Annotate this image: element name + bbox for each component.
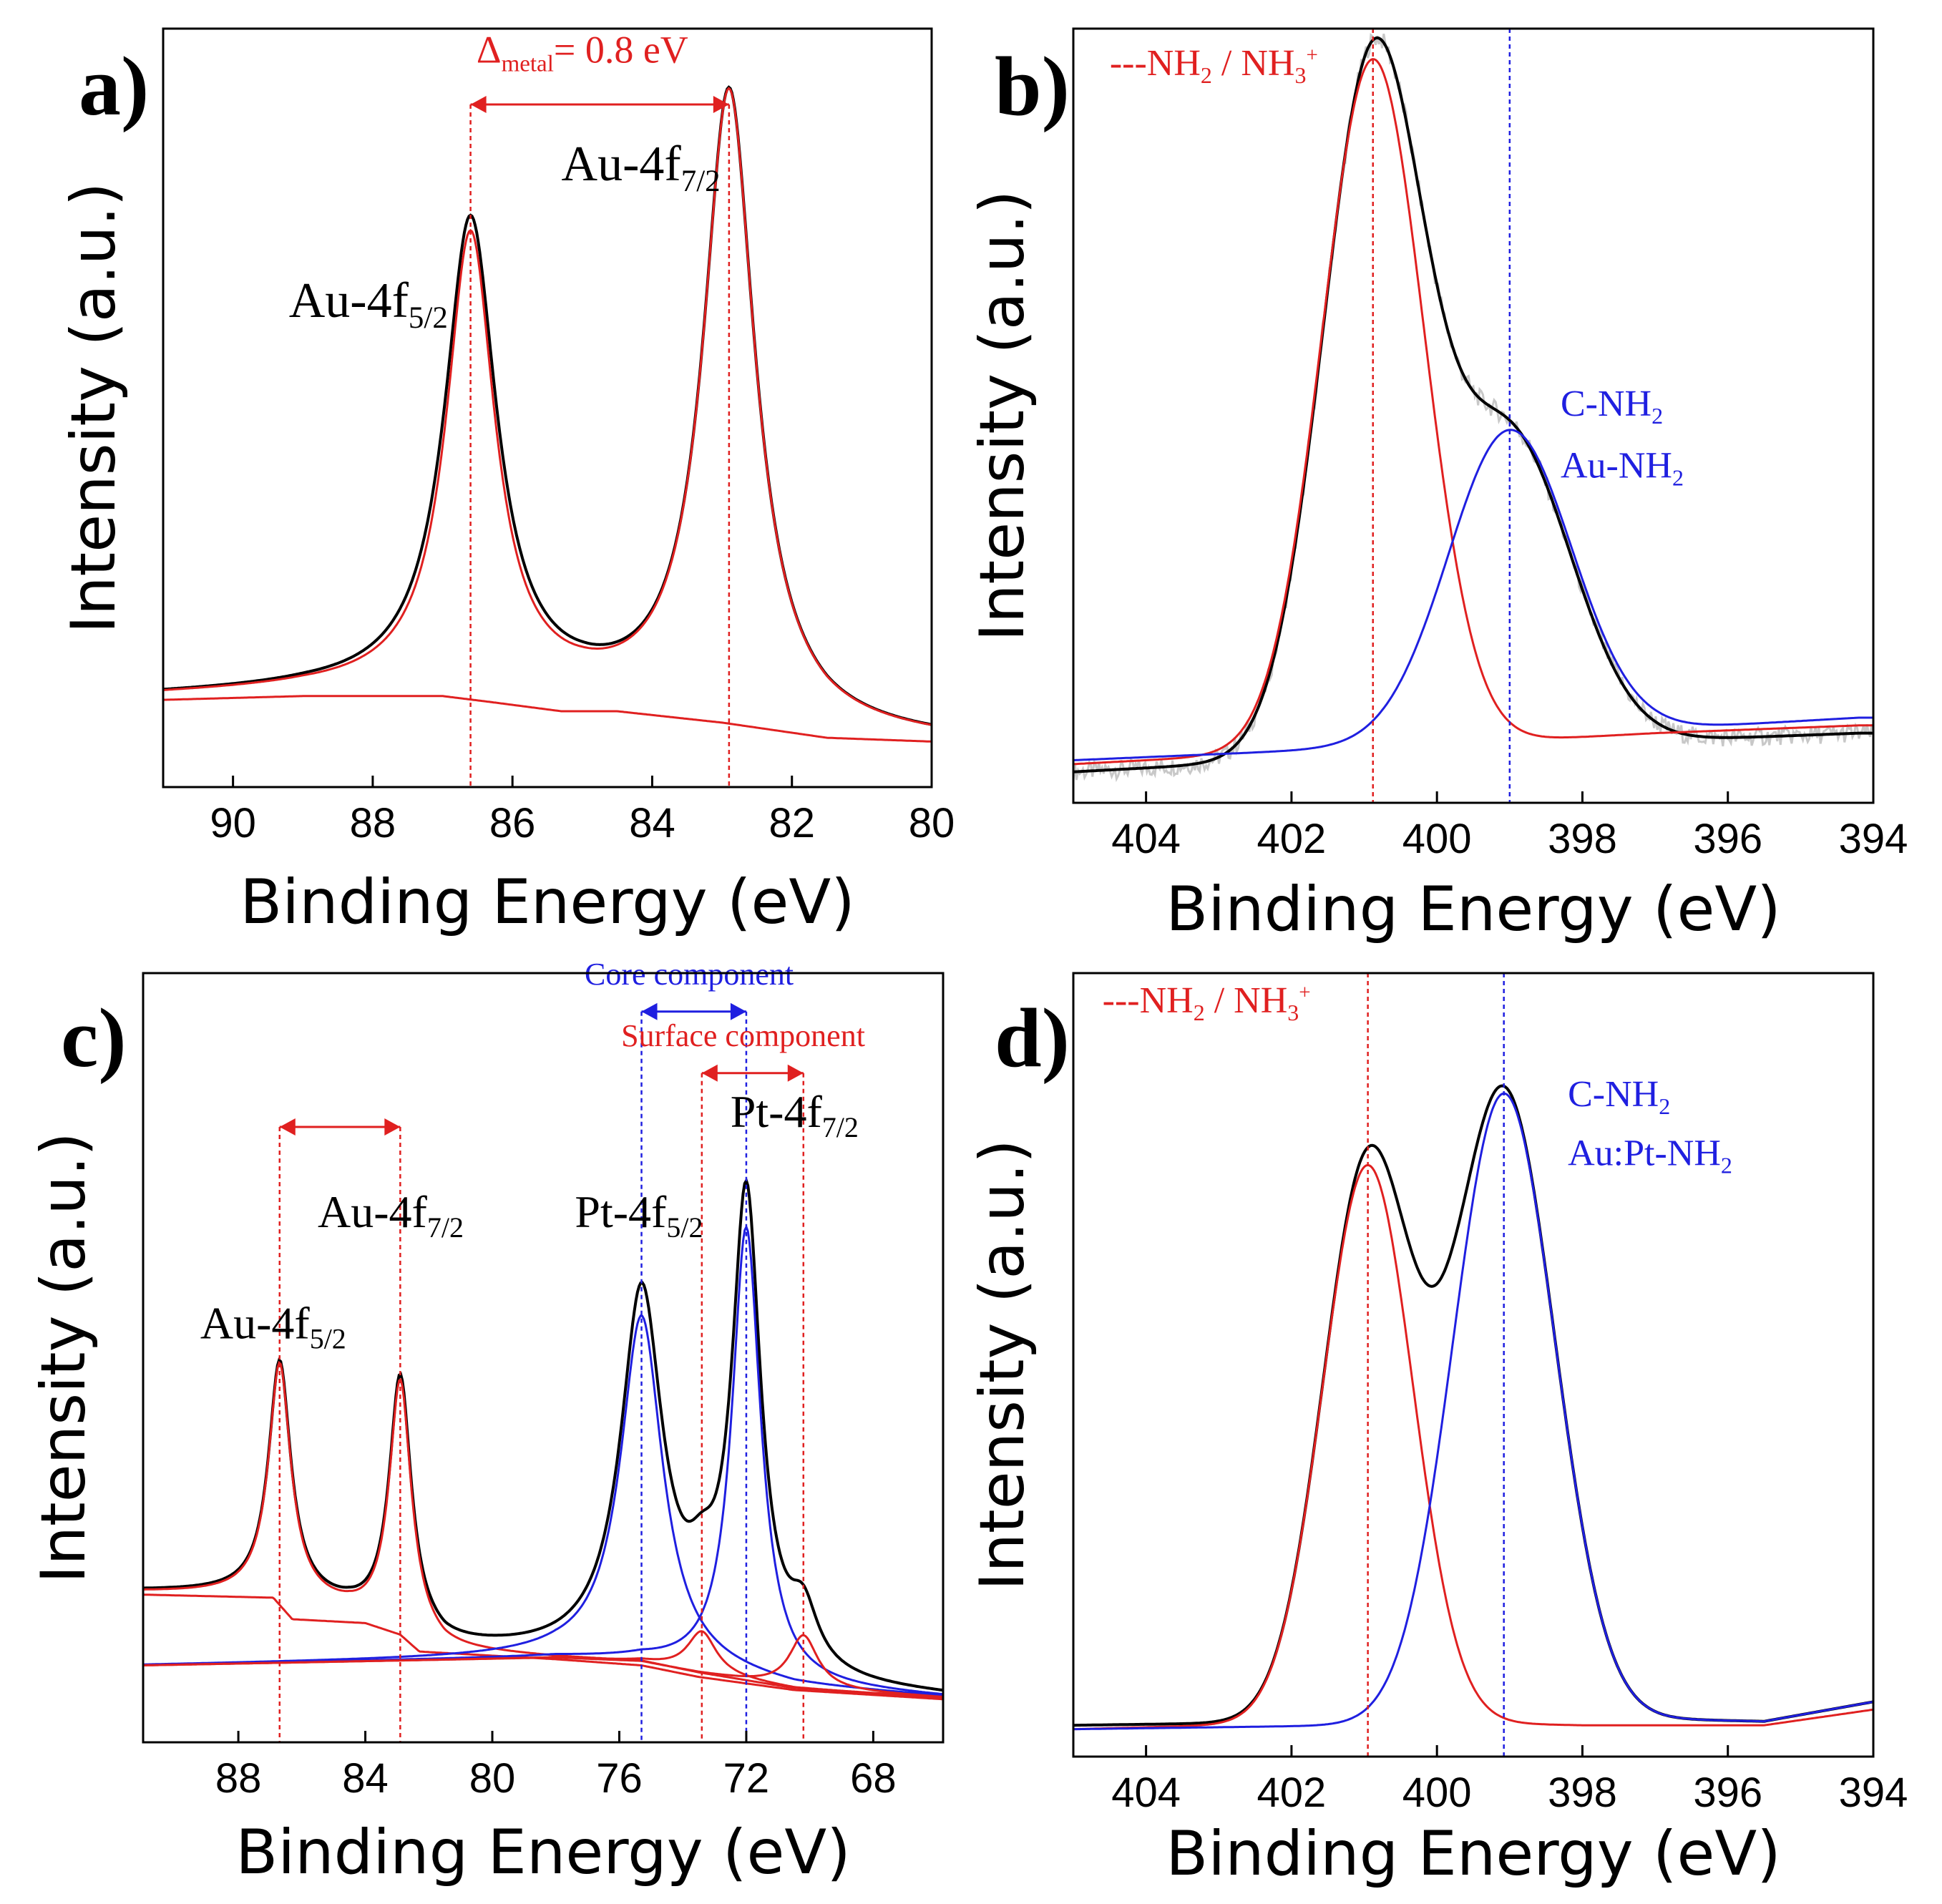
x-tick-label: 84 xyxy=(342,1755,389,1802)
panel-label: a) xyxy=(79,39,149,133)
x-tick-label: 404 xyxy=(1111,1769,1181,1816)
axes-frame xyxy=(1072,27,1875,804)
axes-frame xyxy=(142,972,945,1744)
series-pt-surface-4f72 xyxy=(143,1634,943,1698)
series-cnh2-component xyxy=(1073,429,1873,761)
series-background xyxy=(163,695,932,743)
x-tick-label: 90 xyxy=(210,800,256,846)
y-axis-label: Intensity (a.u.) xyxy=(58,182,130,634)
panel-label: d) xyxy=(995,991,1070,1085)
chart-panel-d: ---NH2 / NH3+ C-NH2 Au:Pt-NH2 404 402 400 398 3… xyxy=(967,972,1908,1890)
au-pt-nh2-label: Au:Pt-NH2 xyxy=(1568,1133,1732,1178)
axes-frame xyxy=(162,27,933,789)
chart-panel-a: Δmetal= 0.8 eV Au-4f5/2 Au-4f7/2 90 88 86 84 82… xyxy=(58,27,955,938)
x-tick-label: 398 xyxy=(1548,816,1617,862)
series-raw xyxy=(1073,33,1873,783)
x-axis-label: Binding Energy (eV) xyxy=(235,1817,851,1888)
surface-component-arrow xyxy=(701,1064,804,1082)
x-tick-label: 80 xyxy=(909,800,955,846)
x-tick-label: 396 xyxy=(1693,1769,1762,1816)
axes-frame xyxy=(1072,972,1875,1758)
x-tick-label: 68 xyxy=(850,1755,897,1802)
c-nh2-label: C-NH2 xyxy=(1561,384,1663,429)
x-tick-label: 398 xyxy=(1548,1769,1617,1816)
x-tick-label: 400 xyxy=(1402,1769,1472,1816)
y-axis-label: Intensity (a.u.) xyxy=(967,190,1038,642)
x-tick-label: 402 xyxy=(1257,1769,1327,1816)
surface-component-label: Surface component xyxy=(621,1018,865,1053)
series-cnh2-component xyxy=(1073,1092,1873,1731)
x-tick-label: 84 xyxy=(629,800,675,846)
panel-label: b) xyxy=(995,39,1070,133)
delta-metal-label: Δmetal= 0.8 eV xyxy=(477,29,688,77)
x-tick-label: 404 xyxy=(1111,816,1181,862)
series-fit xyxy=(163,87,932,726)
c-nh2-label: C-NH2 xyxy=(1568,1074,1670,1119)
x-tick-label: 72 xyxy=(723,1755,770,1802)
pt-4f72-label: Pt-4f7/2 xyxy=(731,1086,859,1143)
nh2-nh3-label: ---NH2 / NH3+ xyxy=(1110,43,1318,88)
chart-panel-c: Core component Surface component Au-4f5/2 A… xyxy=(28,957,945,1888)
x-tick-label: 394 xyxy=(1839,1769,1908,1816)
core-component-arrow xyxy=(641,1002,746,1020)
au-4f52-label: Au-4f5/2 xyxy=(200,1298,346,1355)
x-tick-label: 86 xyxy=(489,800,536,846)
au-4f52-label: Au-4f5/2 xyxy=(289,273,448,335)
x-tick-label: 400 xyxy=(1402,816,1472,862)
x-tick-label: 80 xyxy=(469,1755,516,1802)
y-axis-label: Intensity (a.u.) xyxy=(967,1139,1038,1591)
delta-metal-arrow xyxy=(470,96,729,113)
x-tick-label: 402 xyxy=(1257,816,1327,862)
x-tick-label: 82 xyxy=(768,800,815,846)
au-4f72-label: Au-4f7/2 xyxy=(562,137,721,198)
x-tick-label: 76 xyxy=(596,1755,643,1802)
au-nh2-label: Au-NH2 xyxy=(1561,446,1684,491)
au-4f72-label: Au-4f7/2 xyxy=(318,1186,464,1244)
y-axis-label: Intensity (a.u.) xyxy=(28,1132,99,1583)
panel-label: c) xyxy=(61,991,127,1085)
x-axis-label: Binding Energy (eV) xyxy=(240,866,855,938)
core-component-label: Core component xyxy=(585,957,794,992)
nh2-nh3-label: ---NH2 / NH3+ xyxy=(1103,980,1311,1025)
x-tick-label: 88 xyxy=(350,800,396,846)
x-tick-label: 396 xyxy=(1693,816,1762,862)
x-axis-label: Binding Energy (eV) xyxy=(1166,874,1781,945)
au-splitting-arrow xyxy=(279,1118,401,1136)
x-axis-label: Binding Energy (eV) xyxy=(1166,1818,1781,1890)
pt-4f52-label: Pt-4f5/2 xyxy=(575,1186,703,1244)
chart-panel-b: ---NH2 / NH3+ C-NH2 Au-NH2 404 402 400 398 396 3… xyxy=(967,27,1908,945)
series-envelope xyxy=(1073,36,1873,773)
series-nh3-component xyxy=(1073,1163,1873,1731)
x-tick-label: 88 xyxy=(215,1755,262,1802)
x-tick-label: 394 xyxy=(1839,816,1908,862)
